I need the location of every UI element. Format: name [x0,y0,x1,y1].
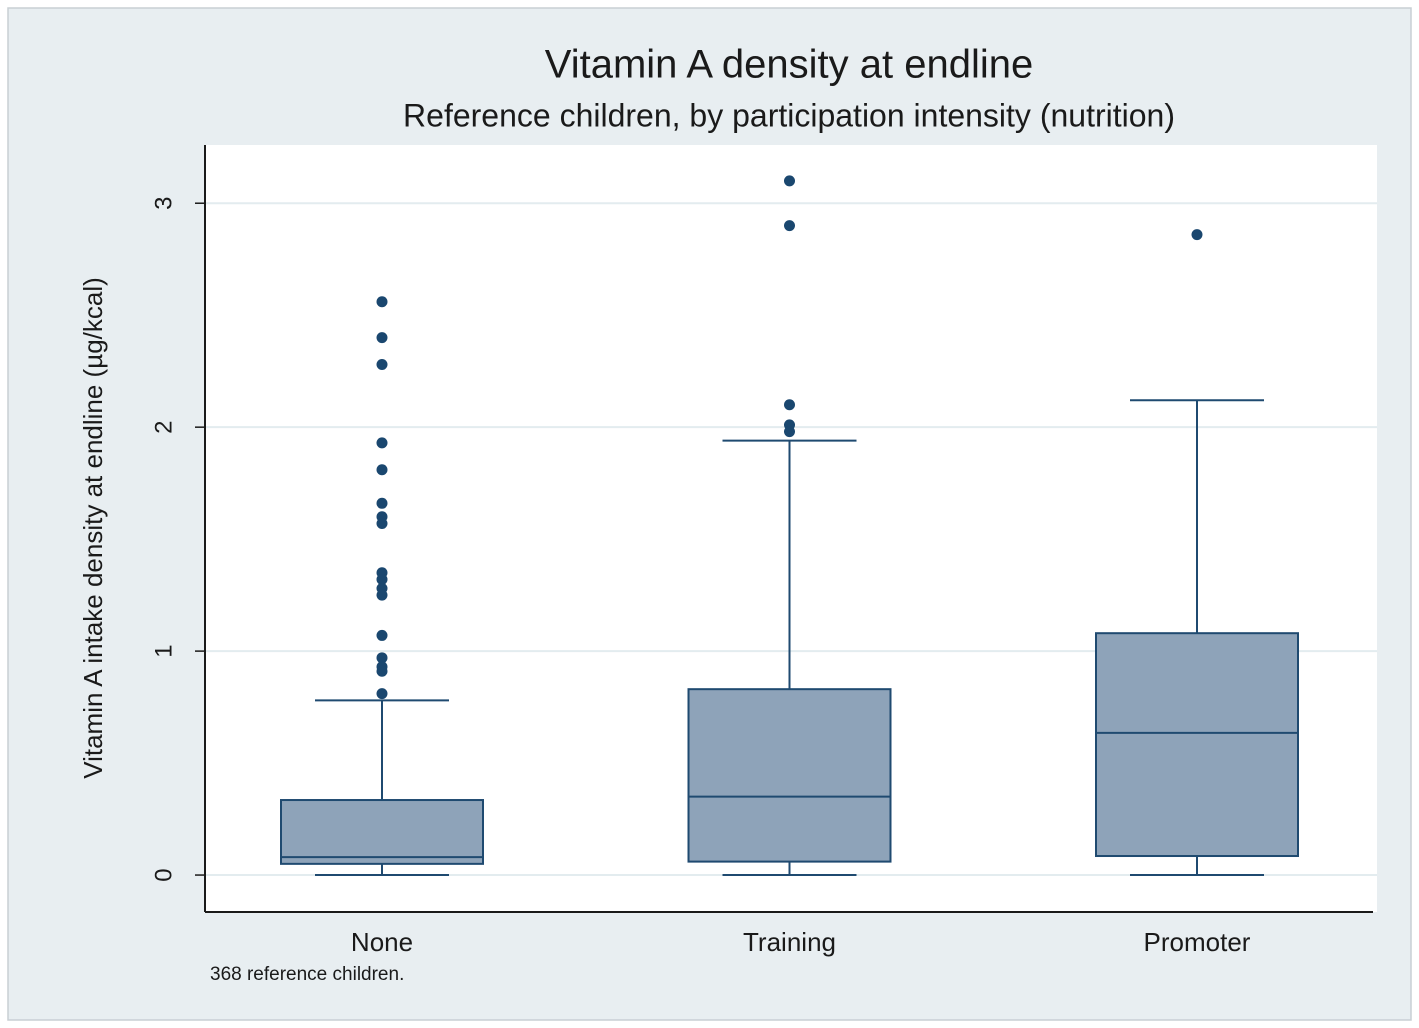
outlier [784,426,795,438]
outlier [784,220,795,232]
outlier [376,629,388,641]
x-tick-label: None [351,927,413,957]
outlier [376,589,388,601]
outlier [376,332,388,344]
y-tick-label: 1 [150,644,177,657]
chart-title: Vitamin A density at endline [545,43,1033,87]
y-axis-label: Vitamin A intake density at endline (µg/… [78,277,108,779]
outlier [376,296,388,308]
outlier [784,399,795,411]
outlier [376,437,388,449]
outlier [376,665,388,677]
y-tick-label: 3 [150,197,177,210]
outlier [376,517,388,529]
outlier [376,652,388,664]
chart-subtitle: Reference children, by participation int… [403,97,1175,133]
x-tick-label: Promoter [1144,927,1251,957]
outlier [376,358,388,370]
outlier [376,573,388,585]
outlier [376,688,388,700]
outlier [376,497,388,509]
box [687,688,892,863]
box [280,799,484,865]
outlier [784,175,795,187]
y-tick-label: 2 [150,420,177,433]
note: 368 reference children. [210,964,404,985]
x-tick-label: Training [743,927,836,957]
y-tick-label: 0 [150,868,177,881]
box [1095,632,1299,858]
outlier [376,464,388,476]
outlier [1191,229,1203,241]
